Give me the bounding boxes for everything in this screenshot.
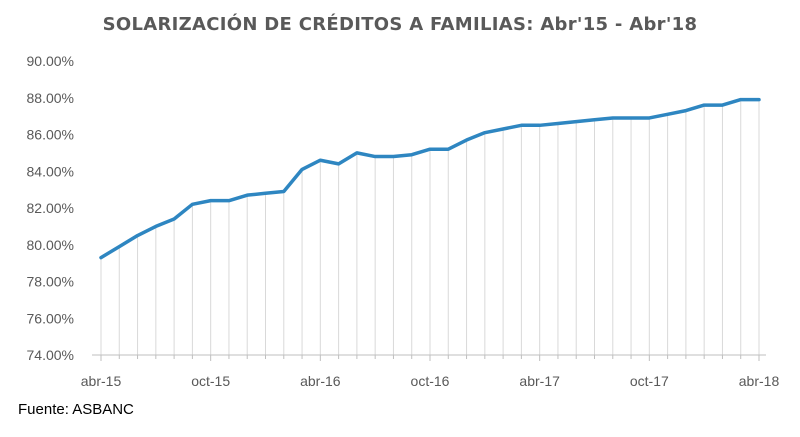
source-note: Fuente: ASBANC <box>18 401 134 418</box>
series-line <box>99 97 761 260</box>
x-tick-label: abr-17 <box>519 373 560 389</box>
x-tick-label: abr-18 <box>739 373 780 389</box>
chart-title: SOLARIZACIÓN DE CRÉDITOS A FAMILIAS: Abr… <box>102 14 698 35</box>
x-axis: abr-15 oct-15 abr-16 oct-16 abr-17 oct-17 abr-… <box>81 354 780 389</box>
y-tick-label: 76.00% <box>27 310 74 326</box>
y-tick-label: 84.00% <box>27 163 74 179</box>
x-tick-label: oct-15 <box>191 373 230 389</box>
y-tick-label: 82.00% <box>27 200 74 216</box>
y-tick-label: 80.00% <box>27 237 74 253</box>
drop-lines <box>100 99 760 355</box>
y-tick-label: 86.00% <box>27 127 74 143</box>
y-tick-label: 88.00% <box>27 90 74 106</box>
y-tick-label: 90.00% <box>27 53 74 69</box>
x-tick-label: abr-15 <box>81 373 122 389</box>
y-tick-label: 74.00% <box>27 347 74 363</box>
y-axis: 74.00% 76.00% 78.00% 80.00% 82.00% 84.00% 86.0… <box>27 53 74 363</box>
x-tick-label: abr-16 <box>300 373 341 389</box>
y-tick-label: 78.00% <box>27 274 74 290</box>
x-tick-label: oct-17 <box>630 373 669 389</box>
x-tick-label: oct-16 <box>411 373 450 389</box>
